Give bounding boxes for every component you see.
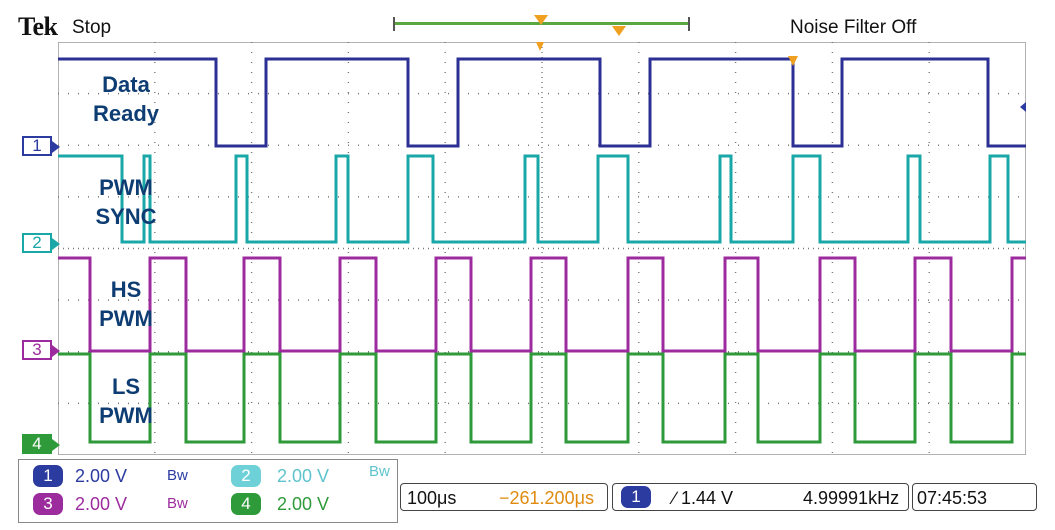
ch1-scale: 2.00 V xyxy=(75,466,128,486)
trace-label-pwm-sync: PWM SYNC xyxy=(95,175,157,229)
trigger-source-badge: 1 xyxy=(621,486,651,508)
trace-label-hs-pwm: HS PWM xyxy=(99,277,153,331)
ch3-bw-limit: Bw xyxy=(167,495,188,512)
expansion-point-marker xyxy=(612,26,626,36)
status-bar: Tek Stop Noise Filter Off xyxy=(0,0,1055,42)
waveform-graticule xyxy=(58,42,1026,455)
clock-time: 07:45:53 xyxy=(917,488,988,508)
horizontal-readout[interactable]: 100μs −261.200μs xyxy=(400,483,608,511)
trigger-level-marker xyxy=(1020,102,1026,112)
timebase-position: −261.200μs xyxy=(499,488,594,508)
trigger-time-marker xyxy=(536,42,544,51)
trace-data-ready xyxy=(58,57,1026,148)
ch3-scale: 2.00 V xyxy=(75,494,128,514)
noise-filter-status: Noise Filter Off xyxy=(790,17,917,38)
trigger-level: ∕ 1.44 V xyxy=(673,488,734,508)
ch2-marker-label: 2 xyxy=(32,233,42,252)
trigger-frequency: 4.99991kHz xyxy=(803,488,900,508)
ch2-badge[interactable]: 2 xyxy=(231,465,261,487)
ch3-marker-label: 3 xyxy=(32,340,42,359)
ch1-bw-limit: Bw xyxy=(167,467,188,484)
trigger-readout[interactable]: 1 ∕ 1.44 V 4.99991kHz xyxy=(612,483,909,511)
ch3-ground-marker[interactable]: 3 xyxy=(22,340,60,360)
ch3-badge[interactable]: 3 xyxy=(33,493,63,515)
channel-settings-panel: 1 2.00 V Bw 2 2.00 V Bw 3 2.00 V Bw 4 2.… xyxy=(18,459,398,523)
brand-logo: Tek xyxy=(18,12,58,41)
ch1-marker-label: 1 xyxy=(32,136,42,155)
ch1-badge[interactable]: 1 xyxy=(33,465,63,487)
trace-label-data-ready: Data Ready xyxy=(92,72,160,126)
record-position-bar xyxy=(393,15,690,37)
ch2-bw-limit: Bw xyxy=(369,463,390,480)
trace-label-ls-pwm: LS PWM xyxy=(99,374,153,428)
readout-bar: 1 2.00 V Bw 2 2.00 V Bw 3 2.00 V Bw 4 2.… xyxy=(0,455,1055,530)
cursor-marker xyxy=(788,56,798,66)
ch4-badge[interactable]: 4 xyxy=(231,493,261,515)
ch1-ground-marker[interactable]: 1 xyxy=(22,136,60,156)
ch4-ground-marker[interactable]: 4 xyxy=(22,434,60,454)
ch2-ground-marker[interactable]: 2 xyxy=(22,233,60,253)
clock-readout: 07:45:53 xyxy=(912,483,1037,511)
timebase-scale: 100μs xyxy=(407,488,457,508)
ch2-scale: 2.00 V xyxy=(277,466,330,486)
ch4-scale: 2.00 V xyxy=(277,494,330,514)
acquisition-state: Stop xyxy=(72,17,112,38)
trace-hs-pwm xyxy=(58,256,1026,353)
ch4-marker-label: 4 xyxy=(32,434,42,453)
trace-pwm-sync xyxy=(58,154,1026,244)
trigger-position-marker xyxy=(534,15,548,25)
trace-ls-pwm xyxy=(58,352,1026,444)
